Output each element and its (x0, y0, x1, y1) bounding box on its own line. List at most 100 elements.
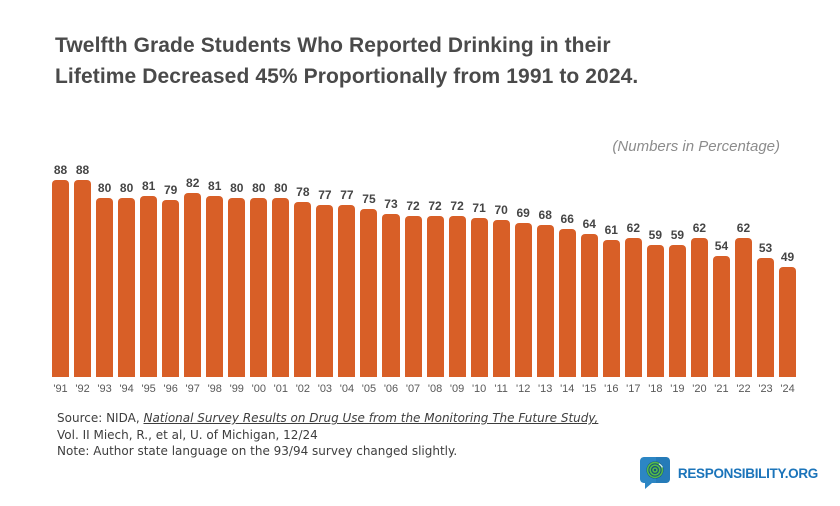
bar (162, 200, 180, 377)
bar-column: 66 (558, 212, 576, 377)
source-line2: Vol. II Miech, R., et al, U. of Michigan… (57, 427, 318, 442)
bar-chart: 88 88 80 80 81 79 82 81 80 80 80 78 77 77 75 73 72 72 72 71… (52, 160, 797, 377)
x-axis-label: '06 (383, 383, 399, 395)
bar-value-label: 53 (758, 241, 773, 255)
bar-value-label: 81 (141, 179, 156, 193)
bar (536, 225, 554, 377)
bar-value-label: 75 (362, 192, 376, 206)
bar (668, 245, 686, 377)
bar (492, 220, 510, 377)
bar (602, 240, 620, 377)
chart-title-line1: Twelfth Grade Students Who Reported Drin… (55, 34, 611, 57)
bar-column: 72 (448, 199, 466, 377)
bar-column: 70 (492, 203, 510, 377)
bar (184, 193, 202, 377)
bar-column: 59 (646, 228, 664, 377)
bar (624, 238, 642, 377)
x-axis-label: '17 (626, 383, 641, 395)
bar-value-label: 66 (560, 212, 574, 226)
bar (338, 205, 356, 377)
bar-value-label: 88 (53, 163, 68, 177)
x-axis-label: '05 (361, 383, 377, 395)
bar (779, 267, 797, 377)
x-axis-label: '15 (582, 383, 597, 395)
speech-bubble-target-icon (639, 456, 671, 490)
x-axis-label: '95 (141, 383, 156, 395)
bar-value-label: 69 (516, 206, 530, 220)
x-axis-label: '19 (670, 383, 685, 395)
bar (96, 198, 114, 377)
x-axis-label: '93 (97, 383, 112, 395)
bar (228, 198, 246, 377)
bar-value-label: 80 (119, 181, 134, 195)
x-axis-label: '03 (317, 383, 333, 395)
bar (734, 238, 752, 377)
bar-value-label: 73 (384, 197, 398, 211)
bar-column: 72 (426, 199, 444, 377)
bar-column: 80 (96, 181, 114, 377)
x-axis-label: '11 (494, 383, 508, 395)
bar (646, 245, 664, 377)
x-axis-label: '92 (75, 383, 90, 395)
source-prefix: Source: NIDA, (57, 411, 144, 425)
bar-column: 77 (338, 188, 356, 377)
x-axis-label: '21 (714, 383, 729, 395)
bar-column: 62 (624, 221, 642, 377)
bar-column: 64 (580, 217, 598, 377)
x-axis-label: '22 (736, 383, 751, 395)
x-axis-label: '94 (119, 383, 134, 395)
bar-value-label: 70 (494, 203, 508, 217)
bar (294, 202, 312, 377)
x-axis-label: '02 (295, 383, 311, 395)
bar-column: 80 (118, 181, 136, 377)
bar-column: 80 (272, 181, 290, 377)
x-axis-label: '07 (405, 383, 421, 395)
bar (118, 198, 136, 377)
bar (514, 223, 532, 377)
bar-value-label: 77 (318, 188, 332, 202)
bar-column: 72 (404, 199, 422, 377)
bar-value-label: 62 (736, 221, 751, 235)
bar-value-label: 62 (692, 221, 707, 235)
x-axis-label: '12 (516, 383, 531, 395)
bar-value-label: 77 (340, 188, 354, 202)
bar (250, 198, 268, 377)
bar-value-label: 72 (428, 199, 442, 213)
bar (52, 180, 70, 377)
bar-value-label: 79 (163, 183, 178, 197)
bar (690, 238, 708, 377)
bar (712, 256, 730, 377)
bar-column: 80 (228, 181, 246, 377)
bar-column: 61 (602, 223, 620, 377)
bar-column: 88 (74, 163, 92, 377)
bar-value-label: 64 (582, 217, 596, 231)
bar-column: 62 (734, 221, 752, 377)
bar (140, 196, 158, 377)
bar-value-label: 68 (538, 208, 552, 222)
bar (757, 258, 775, 377)
bar-column: 80 (250, 181, 268, 377)
bar (272, 198, 290, 377)
bar-column: 54 (712, 239, 730, 377)
bar-column: 59 (668, 228, 686, 377)
x-axis-label: '14 (560, 383, 575, 395)
x-axis-label: '01 (273, 383, 288, 395)
bar-value-label: 54 (714, 239, 729, 253)
x-axis-label: '08 (427, 383, 443, 395)
bar-value-label: 59 (670, 228, 685, 242)
bar-value-label: 88 (75, 163, 90, 177)
x-axis-label: '10 (471, 383, 487, 395)
bar-value-label: 80 (230, 181, 244, 195)
x-axis-label: '91 (53, 383, 68, 395)
logo[interactable]: RESPONSIBILITY.ORG (639, 456, 818, 490)
bar-column: 88 (52, 163, 70, 377)
logo-text: RESPONSIBILITY.ORG (677, 465, 818, 481)
bar-value-label: 72 (406, 199, 420, 213)
x-axis-label: '23 (758, 383, 773, 395)
bar-column: 81 (140, 179, 158, 377)
bar-value-label: 72 (450, 199, 464, 213)
x-axis-label: '00 (251, 383, 266, 395)
x-axis-label: '97 (185, 383, 200, 395)
x-axis-label: '04 (339, 383, 355, 395)
